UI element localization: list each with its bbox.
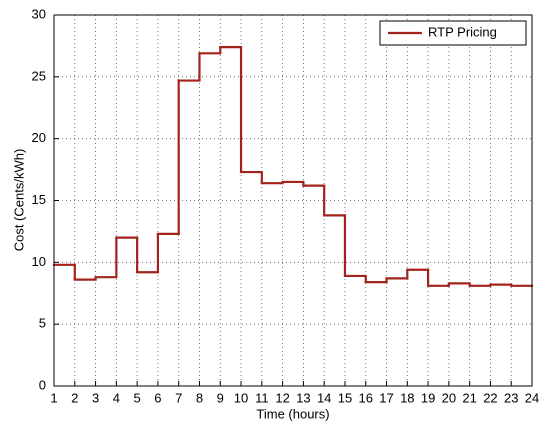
x-tick-label: 13 (296, 390, 310, 405)
x-tick-label: 24 (525, 390, 539, 405)
x-tick-label: 20 (442, 390, 456, 405)
x-tick-label: 18 (400, 390, 414, 405)
y-axis-label: Cost (Cents/kWh) (11, 149, 26, 252)
x-tick-label: 3 (92, 390, 99, 405)
x-tick-label: 11 (255, 390, 269, 405)
x-tick-label: 6 (154, 390, 161, 405)
x-tick-label: 15 (338, 390, 352, 405)
x-tick-label: 19 (421, 390, 435, 405)
x-tick-label: 9 (217, 390, 224, 405)
x-tick-label: 12 (275, 390, 289, 405)
x-tick-label: 14 (317, 390, 331, 405)
y-tick-label: 10 (32, 254, 46, 269)
y-tick-label: 25 (32, 68, 46, 83)
x-tick-label: 8 (196, 390, 203, 405)
x-tick-label: 21 (462, 390, 476, 405)
x-tick-label: 2 (71, 390, 78, 405)
y-tick-label: 15 (32, 192, 46, 207)
y-tick-label: 0 (39, 377, 46, 392)
legend-label: RTP Pricing (428, 24, 497, 39)
y-tick-label: 5 (39, 316, 46, 331)
x-tick-label: 4 (113, 390, 120, 405)
x-tick-label: 5 (134, 390, 141, 405)
plot-frame (53, 14, 533, 387)
x-axis-label: Time (hours) (256, 406, 329, 421)
x-tick-label: 23 (504, 390, 518, 405)
x-tick-label: 7 (175, 390, 182, 405)
x-tick-label: 1 (50, 390, 57, 405)
x-tick-label: 22 (483, 390, 497, 405)
y-tick-label: 30 (32, 6, 46, 21)
x-tick-label: 16 (359, 390, 373, 405)
x-tick-label: 10 (234, 390, 248, 405)
x-tick-label: 17 (379, 390, 393, 405)
y-tick-label: 20 (32, 130, 46, 145)
plot-area (54, 15, 532, 386)
